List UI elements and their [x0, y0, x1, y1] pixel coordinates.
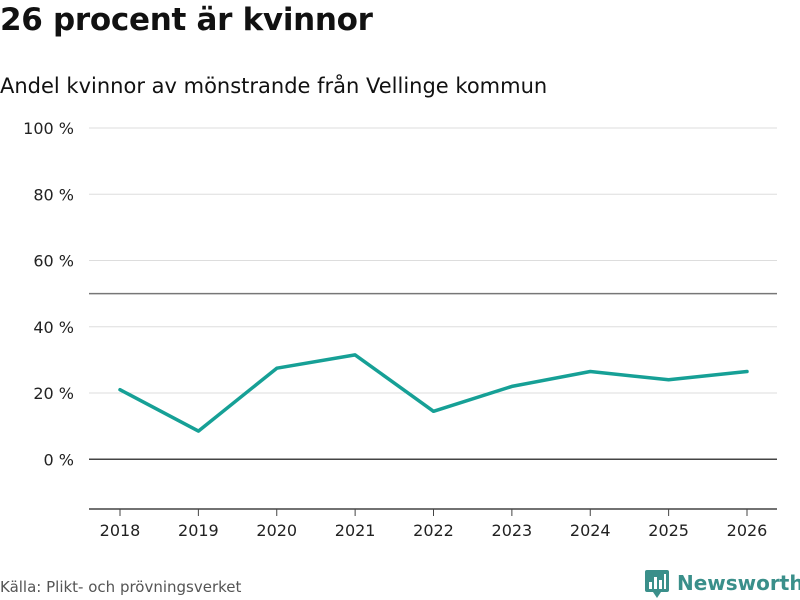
y-tick-label: 0 % [44, 450, 74, 469]
data-point[interactable] [667, 378, 671, 382]
y-tick-label: 60 % [33, 252, 74, 271]
x-tick-label: 2026 [727, 521, 768, 540]
data-point[interactable] [510, 384, 514, 388]
gridlines [89, 127, 777, 461]
brand-name: Newsworthy [677, 571, 800, 595]
newsworthy-logo-icon [645, 570, 669, 598]
x-tick-label: 2024 [570, 521, 611, 540]
x-tick-label: 2023 [492, 521, 533, 540]
data-point[interactable] [588, 370, 592, 374]
data-point[interactable] [118, 388, 122, 392]
x-tick-label: 2018 [100, 521, 141, 540]
x-tick-label: 2025 [648, 521, 689, 540]
brand-logo[interactable]: Newsworthy [645, 568, 800, 598]
source-note: Källa: Plikt- och prövningsverket [0, 578, 242, 596]
series [118, 353, 749, 433]
axes [89, 508, 777, 516]
x-tick-label: 2019 [178, 521, 219, 540]
data-point[interactable] [353, 353, 357, 357]
y-tick-label: 100 % [23, 119, 74, 138]
y-tick-label: 20 % [33, 384, 74, 403]
x-tick-label: 2020 [256, 521, 297, 540]
tick-labels: 0 % 20 % 40 % 60 % 80 % 100 % 2018 2019 2020 2021… [23, 119, 767, 540]
data-point[interactable] [196, 429, 200, 433]
data-point[interactable] [432, 409, 435, 413]
chart-subtitle: Andel kvinnor av mönstrande från Velling… [0, 74, 548, 98]
chart-title: 26 procent är kvinnor [0, 2, 373, 38]
y-tick-label: 80 % [33, 185, 74, 204]
data-point[interactable] [275, 366, 279, 370]
x-tick-label: 2021 [335, 521, 376, 540]
x-tick-label: 2022 [413, 521, 454, 540]
y-tick-label: 40 % [33, 318, 74, 337]
data-point[interactable] [745, 370, 749, 374]
